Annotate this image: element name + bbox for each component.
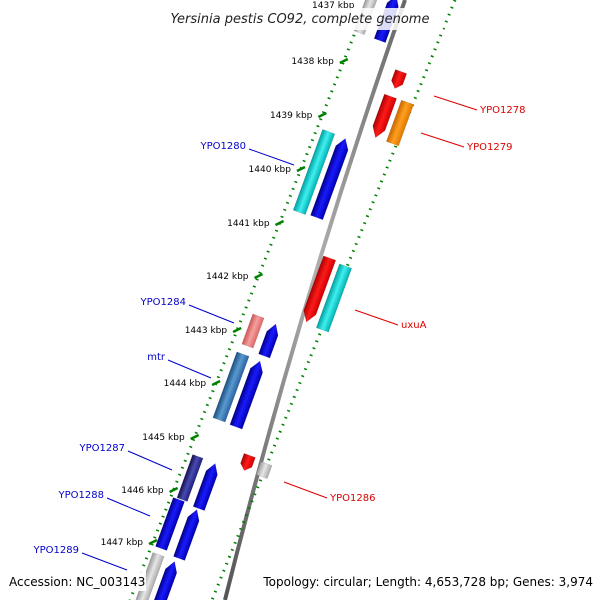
tick-label: 1446 kbp xyxy=(121,486,164,496)
tick-mark xyxy=(211,379,221,387)
gene-label-ypo1284[interactable]: YPO1284 xyxy=(140,297,186,308)
tick-mark xyxy=(169,486,179,494)
leader-line xyxy=(167,359,212,379)
tick-mark xyxy=(232,326,242,334)
gene-arrow xyxy=(173,509,200,561)
leader-line xyxy=(420,132,465,148)
gene-label-uxua[interactable]: uxuA xyxy=(401,320,427,331)
tick-label: 1445 kbp xyxy=(142,433,185,443)
leader-line xyxy=(81,552,128,571)
tick-label: 1442 kbp xyxy=(206,272,249,282)
tick-label: 1443 kbp xyxy=(185,326,228,336)
footer-backdrop-right xyxy=(256,571,596,591)
tick-mark xyxy=(274,219,285,227)
leader-line xyxy=(248,148,295,166)
gene-label-ypo1288[interactable]: YPO1288 xyxy=(58,490,104,501)
tick-mark xyxy=(148,538,158,546)
gene-label-ypo1286[interactable]: YPO1286 xyxy=(329,493,375,504)
leader-line xyxy=(283,481,328,499)
leader-line xyxy=(106,497,151,517)
tick-mark xyxy=(253,272,264,280)
gene-label-ypo1287[interactable]: YPO1287 xyxy=(79,443,125,454)
kbp-tick-layer: 1437 kbp 1438 kbp 1439 kbp 1440 kbp 1441 kbp… xyxy=(101,1,355,548)
gene-arrow xyxy=(372,93,397,139)
leader-line xyxy=(127,450,173,471)
leader-line xyxy=(354,309,399,326)
gene-block xyxy=(255,461,273,479)
gene-arrow xyxy=(303,255,337,323)
gene-block xyxy=(386,99,414,147)
tick-label: 1444 kbp xyxy=(164,379,207,389)
tick-label: 1440 kbp xyxy=(249,165,292,175)
tick-label: 1438 kbp xyxy=(291,57,334,67)
tick-mark xyxy=(339,57,349,65)
gene-arrow xyxy=(229,360,263,430)
gene-arrow xyxy=(258,323,279,359)
gene-label-ypo1280[interactable]: YPO1280 xyxy=(200,141,246,152)
gene-label-mtr[interactable]: mtr xyxy=(147,352,166,363)
genome-summary-text: Topology: circular; Length: 4,653,728 bp… xyxy=(262,575,593,589)
tick-label: 1437 kbp xyxy=(312,1,355,11)
gene-label-ypo1279[interactable]: YPO1279 xyxy=(466,142,512,153)
gene-block xyxy=(155,497,185,551)
title-backdrop xyxy=(158,8,443,30)
gene-arrow xyxy=(192,462,218,511)
gene-block xyxy=(292,129,336,215)
map-title: Yersinia pestis CO92, complete genome xyxy=(171,12,430,27)
tick-mark xyxy=(296,165,306,173)
gene-label-ypo1289[interactable]: YPO1289 xyxy=(33,545,79,556)
gene-arrow xyxy=(391,69,408,89)
gene-block xyxy=(212,351,250,423)
gene-arrow xyxy=(151,561,178,600)
tick-label: 1447 kbp xyxy=(101,538,144,548)
gene-block xyxy=(241,313,265,349)
gene-arrow xyxy=(310,138,349,221)
gene-arrow xyxy=(240,453,256,471)
leader-line xyxy=(433,95,478,111)
tick-label: 1441 kbp xyxy=(227,219,270,229)
tick-label: 1439 kbp xyxy=(270,111,313,121)
tick-mark xyxy=(190,433,200,441)
tick-mark xyxy=(317,111,327,119)
gene-block xyxy=(176,454,204,502)
footer-backdrop-left xyxy=(6,571,146,591)
gene-label-ypo1278[interactable]: YPO1278 xyxy=(479,105,525,116)
leader-line xyxy=(188,304,235,324)
gene-block xyxy=(315,263,353,333)
accession-text: Accession: NC_003143 xyxy=(9,575,145,589)
gene-label-leaders: YPO1280 YPO1284 mtr YPO1287 YPO1288 YPO1289 YP… xyxy=(33,95,525,571)
inner-tick-ring xyxy=(128,0,370,600)
